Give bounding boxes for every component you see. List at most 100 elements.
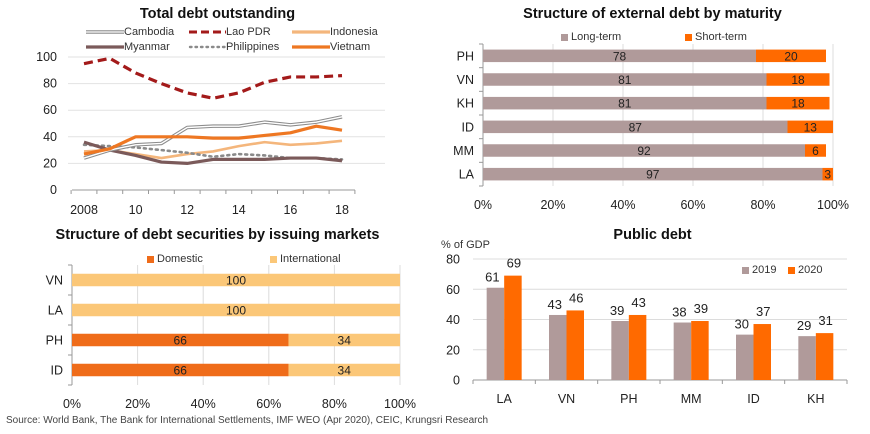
x-tick-label: MM xyxy=(681,392,702,406)
bar-short-term xyxy=(766,96,830,110)
x-tick-label: 40% xyxy=(610,198,635,212)
data-label: 34 xyxy=(338,364,352,378)
legend-swatch xyxy=(561,33,571,41)
data-label: 81 xyxy=(618,73,632,87)
external-maturity-panel: Structure of external debt by maturity L… xyxy=(435,0,870,215)
legend-swatch xyxy=(742,266,752,274)
legend-item: Myanmar xyxy=(86,41,170,53)
bar-long-term xyxy=(483,167,823,181)
y-tick-label: VN xyxy=(46,274,63,288)
y-tick-label: MM xyxy=(453,144,474,158)
x-tick-label: 80% xyxy=(750,198,775,212)
x-tick-label: 10 xyxy=(129,203,143,215)
bar-2019 xyxy=(673,322,692,380)
legend-item: Lao PDR xyxy=(188,26,271,38)
bar-2019 xyxy=(736,334,754,380)
bar-domestic xyxy=(72,363,289,377)
chart-title: Structure of external debt by maturity xyxy=(523,6,782,22)
legend-label: Cambodia xyxy=(124,26,175,38)
legend-swatch xyxy=(788,266,798,274)
legend-label: International xyxy=(280,253,341,265)
bar-short-term xyxy=(822,167,833,181)
series-line-myanmar xyxy=(83,140,343,165)
y-axis-unit-label: % of GDP xyxy=(441,239,490,251)
data-label: 43 xyxy=(631,295,645,310)
data-label: 39 xyxy=(610,303,624,318)
data-label: 3 xyxy=(824,168,831,182)
y-tick-label: 80 xyxy=(43,77,57,91)
legend-item: 2020 xyxy=(788,264,822,276)
legend-label: 2019 xyxy=(752,264,777,276)
legend-swatch xyxy=(86,28,124,36)
y-tick-label: 20 xyxy=(446,343,460,357)
bar-2020 xyxy=(566,310,584,380)
bar-2019 xyxy=(486,287,505,380)
data-label: 6 xyxy=(812,144,819,158)
x-tick-label: 20% xyxy=(540,198,565,212)
data-label: 38 xyxy=(672,305,686,320)
legend-label: Long-term xyxy=(571,31,622,43)
chart-title: Total debt outstanding xyxy=(139,6,296,22)
bar-short-term xyxy=(766,73,830,86)
bar-2020 xyxy=(815,333,834,380)
legend-label: Vietnam xyxy=(330,41,371,53)
y-tick-label: ID xyxy=(51,364,64,378)
bar-short-term xyxy=(805,144,826,157)
y-tick-label: PH xyxy=(46,334,63,348)
y-tick-label: PH xyxy=(457,49,474,63)
bar-2019 xyxy=(798,336,816,380)
bar-2020 xyxy=(753,324,771,380)
x-tick-label: ID xyxy=(747,392,760,406)
bar-international xyxy=(288,363,400,377)
data-label: 20 xyxy=(784,49,798,63)
source-note: Source: World Bank, The Bank for Interna… xyxy=(6,415,489,426)
y-tick-label: 0 xyxy=(50,183,57,197)
total-debt-panel: Total debt outstanding Cambodia Lao PDR In… xyxy=(0,0,435,215)
legend-label: Domestic xyxy=(157,253,203,265)
bar-2019 xyxy=(611,321,629,380)
bar-2020 xyxy=(504,275,522,380)
x-tick-label: 20% xyxy=(125,397,150,411)
legend-swatch xyxy=(292,43,330,51)
y-tick-label: VN xyxy=(457,73,474,87)
x-tick-label: 60% xyxy=(256,397,281,411)
y-tick-label: 60 xyxy=(446,283,460,297)
y-tick-label: 0 xyxy=(453,374,460,388)
data-label: 97 xyxy=(646,168,660,182)
legend-swatch xyxy=(147,255,157,263)
y-tick-label: 80 xyxy=(446,253,460,267)
data-label: 13 xyxy=(804,120,818,134)
series-line-lao-pdr xyxy=(83,56,343,100)
line-chart: 0 20 40 60 80 100 2008 10 12 14 16 18 xyxy=(36,50,385,215)
y-tick-label: LA xyxy=(48,304,64,318)
bar-international xyxy=(72,303,400,317)
y-tick-label: 100 xyxy=(36,50,57,64)
y-tick-label: KH xyxy=(457,97,474,111)
legend-swatch xyxy=(270,255,280,263)
data-label: 18 xyxy=(791,73,805,87)
y-tick-label: 40 xyxy=(43,130,57,144)
bar-domestic xyxy=(72,333,289,347)
legend-item: Short-term xyxy=(685,31,747,43)
bar-long-term xyxy=(483,144,805,157)
data-label: 29 xyxy=(797,318,811,333)
x-tick-label: 0% xyxy=(474,198,492,212)
data-label: 37 xyxy=(756,304,770,319)
public-debt-panel: Public debt % of GDP 2019 2020 0 20 40 60 80 L… xyxy=(435,215,870,415)
data-label: 46 xyxy=(569,290,583,305)
series-line-vietnam xyxy=(83,124,343,156)
bar-short-term xyxy=(756,49,826,63)
legend-label: Myanmar xyxy=(124,41,170,53)
bar-2019 xyxy=(549,314,567,380)
x-tick-label: 18 xyxy=(335,203,349,215)
data-label: 66 xyxy=(174,364,188,378)
legend-item: Cambodia xyxy=(86,26,174,38)
data-label: 34 xyxy=(338,334,352,348)
data-label: 66 xyxy=(174,334,188,348)
bar-short-term xyxy=(787,120,833,134)
legend-item: International xyxy=(270,253,341,265)
legend-item: Indonesia xyxy=(292,26,378,38)
y-tick-label: 20 xyxy=(43,156,57,170)
legend-label: Lao PDR xyxy=(226,26,271,38)
y-tick-label: 40 xyxy=(446,313,460,327)
